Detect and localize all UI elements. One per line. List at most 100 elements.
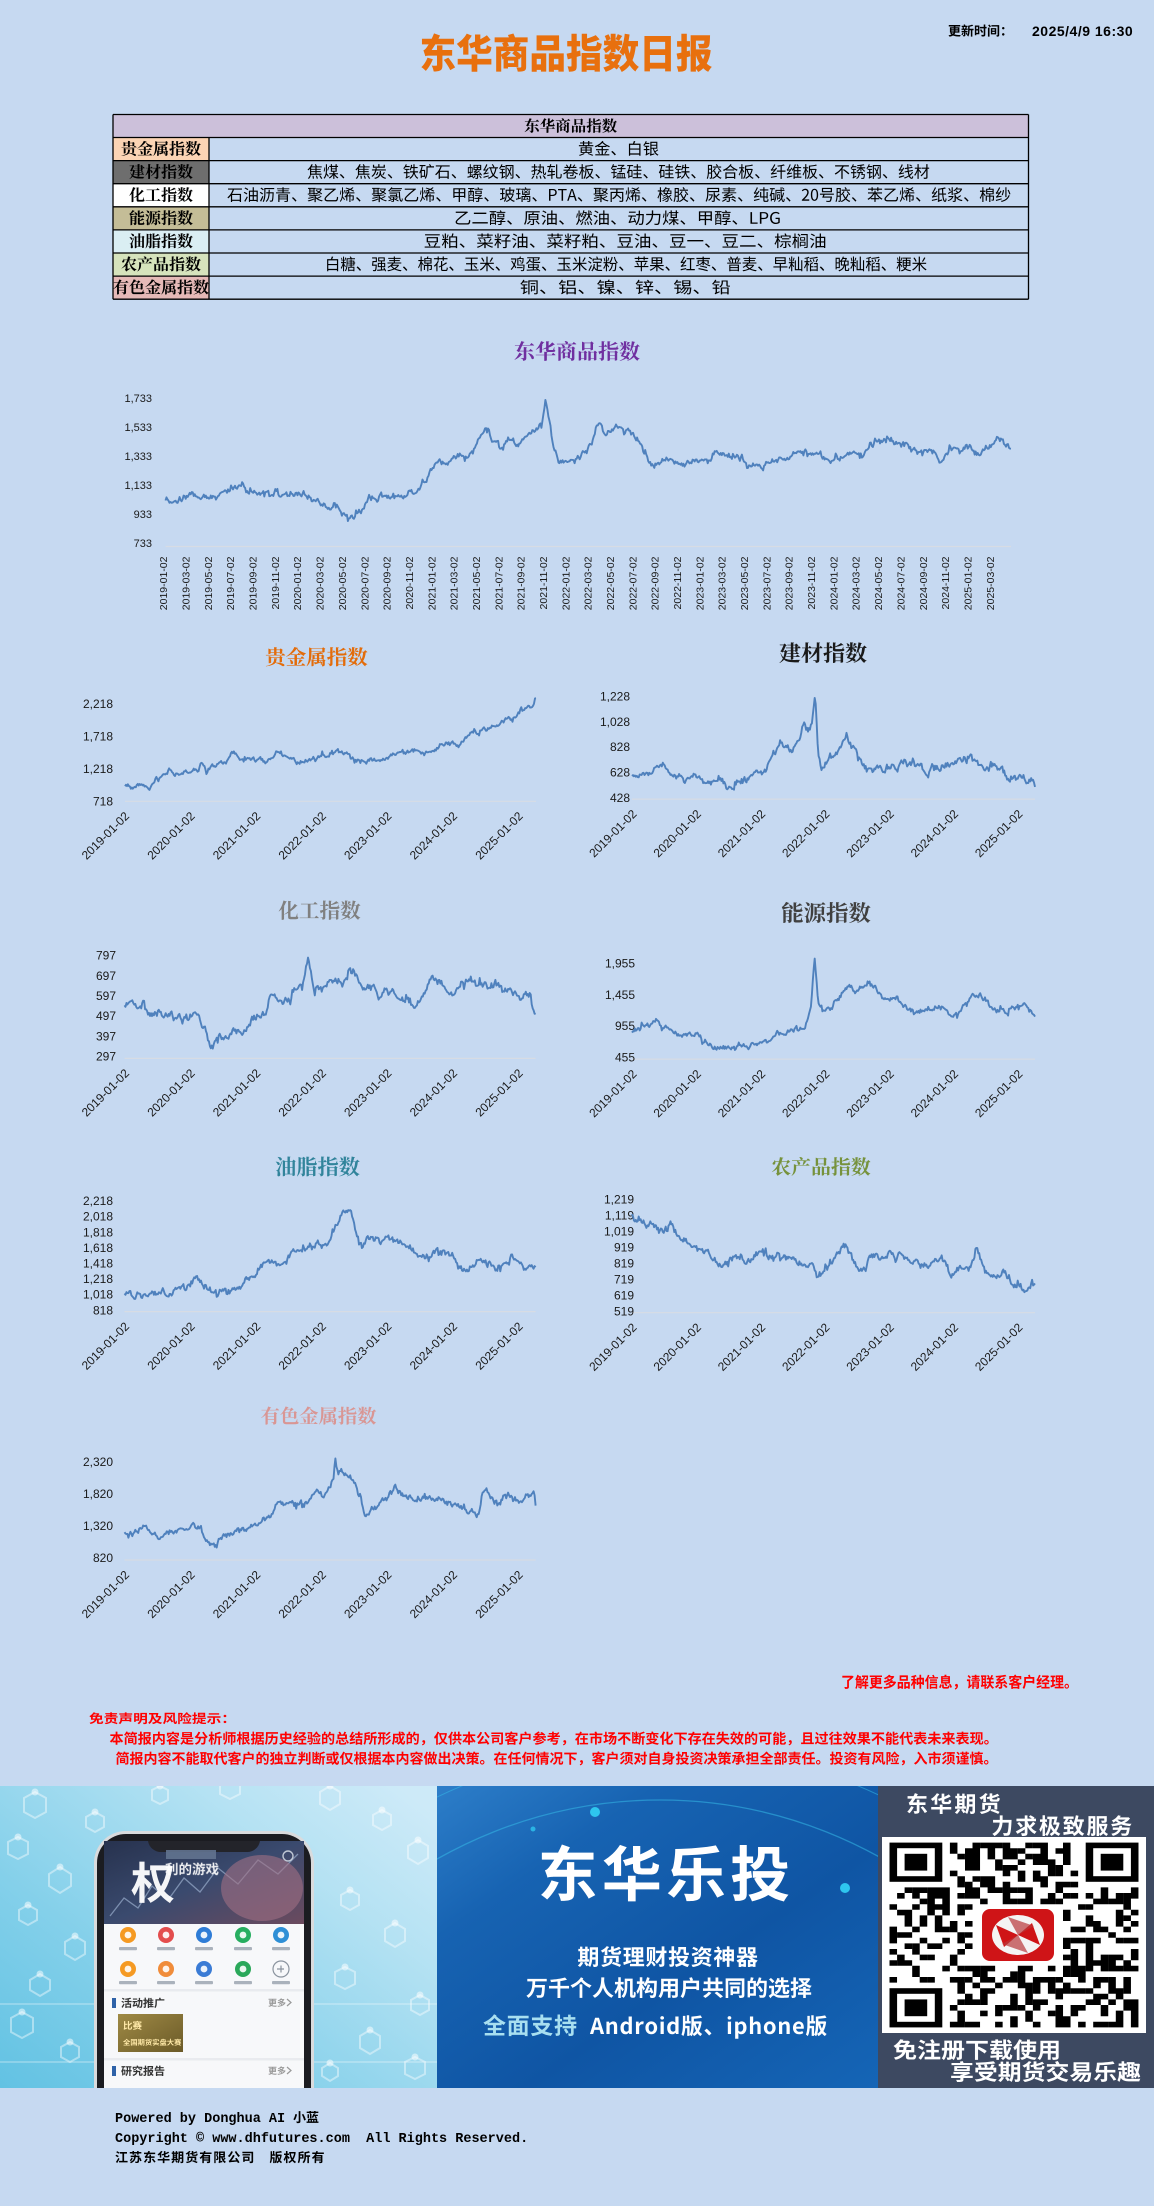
svg-text:2022-05-02: 2022-05-02 xyxy=(605,556,617,610)
svg-text:2021-01-02: 2021-01-02 xyxy=(715,1067,769,1121)
svg-text:1,018: 1,018 xyxy=(83,1288,113,1302)
svg-text:2019-01-02: 2019-01-02 xyxy=(79,1319,133,1373)
svg-text:919: 919 xyxy=(614,1240,634,1254)
svg-text:2021-07-02: 2021-07-02 xyxy=(493,556,505,610)
svg-text:2020-03-02: 2020-03-02 xyxy=(315,556,327,610)
svg-text:2019-01-02: 2019-01-02 xyxy=(158,556,170,610)
svg-text:2023-01-02: 2023-01-02 xyxy=(341,1066,395,1120)
svg-text:519: 519 xyxy=(614,1304,634,1318)
svg-text:1,019: 1,019 xyxy=(604,1224,634,1238)
svg-text:2023-07-02: 2023-07-02 xyxy=(761,556,773,610)
svg-text:2025-01-02: 2025-01-02 xyxy=(472,809,526,863)
svg-text:2023-01-02: 2023-01-02 xyxy=(341,1567,395,1621)
svg-text:2020-01-02: 2020-01-02 xyxy=(651,1320,705,1374)
svg-text:2025-01-02: 2025-01-02 xyxy=(972,807,1026,861)
svg-text:2022-01-02: 2022-01-02 xyxy=(779,807,833,861)
svg-text:2019-05-02: 2019-05-02 xyxy=(203,556,215,610)
svg-text:2,218: 2,218 xyxy=(83,1194,113,1208)
svg-text:2019-01-02: 2019-01-02 xyxy=(79,809,133,863)
svg-text:1,533: 1,533 xyxy=(124,422,152,434)
svg-text:2024-07-02: 2024-07-02 xyxy=(895,556,907,610)
svg-text:2,018: 2,018 xyxy=(83,1210,113,1224)
svg-text:2020-01-02: 2020-01-02 xyxy=(144,1319,198,1373)
svg-text:1,133: 1,133 xyxy=(124,480,152,492)
svg-text:2023-01-02: 2023-01-02 xyxy=(844,807,898,861)
svg-text:2024-01-02: 2024-01-02 xyxy=(407,1066,461,1120)
svg-text:297: 297 xyxy=(96,1050,116,1064)
svg-text:2020-01-02: 2020-01-02 xyxy=(144,1066,198,1120)
svg-text:2020-01-02: 2020-01-02 xyxy=(144,1567,198,1621)
svg-text:2025-01-02: 2025-01-02 xyxy=(472,1567,526,1621)
svg-text:2022-03-02: 2022-03-02 xyxy=(583,556,595,610)
svg-text:2024-01-02: 2024-01-02 xyxy=(908,807,962,861)
svg-text:1,718: 1,718 xyxy=(83,730,113,744)
svg-text:2024-11-02: 2024-11-02 xyxy=(940,556,952,609)
svg-text:2023-01-02: 2023-01-02 xyxy=(341,1319,395,1373)
svg-text:2021-05-02: 2021-05-02 xyxy=(471,556,483,610)
svg-text:818: 818 xyxy=(93,1303,113,1317)
svg-text:1,455: 1,455 xyxy=(605,988,635,1002)
svg-text:1,333: 1,333 xyxy=(124,451,152,463)
svg-text:2020-11-02: 2020-11-02 xyxy=(404,556,416,609)
svg-text:1,818: 1,818 xyxy=(83,1225,113,1239)
svg-text:2019-09-02: 2019-09-02 xyxy=(248,556,260,610)
svg-text:2022-01-02: 2022-01-02 xyxy=(276,809,330,863)
svg-text:2023-03-02: 2023-03-02 xyxy=(717,556,729,610)
svg-text:2025-03-02: 2025-03-02 xyxy=(985,556,997,610)
svg-text:2023-01-02: 2023-01-02 xyxy=(341,809,395,863)
svg-text:2021-01-02: 2021-01-02 xyxy=(426,556,438,610)
svg-text:2024-05-02: 2024-05-02 xyxy=(873,556,885,610)
svg-text:619: 619 xyxy=(614,1288,634,1302)
svg-text:933: 933 xyxy=(134,509,152,521)
svg-text:1,218: 1,218 xyxy=(83,1272,113,1286)
svg-text:2023-09-02: 2023-09-02 xyxy=(784,556,796,610)
svg-text:1,418: 1,418 xyxy=(83,1257,113,1271)
svg-text:2020-05-02: 2020-05-02 xyxy=(337,556,349,610)
svg-text:2023-01-02: 2023-01-02 xyxy=(694,556,706,610)
svg-text:697: 697 xyxy=(96,969,116,983)
svg-text:2021-01-02: 2021-01-02 xyxy=(210,1567,264,1621)
svg-text:2025/4/9 16:30: 2025/4/9 16:30 xyxy=(1032,23,1133,39)
svg-text:2022-01-02: 2022-01-02 xyxy=(276,1567,330,1621)
svg-text:2025-01-02: 2025-01-02 xyxy=(972,1320,1026,1374)
svg-text:955: 955 xyxy=(615,1019,635,1033)
svg-text:2024-01-02: 2024-01-02 xyxy=(908,1067,962,1121)
svg-text:Copyright © www.dhfutures.com: Copyright © www.dhfutures.com All Rights… xyxy=(115,2132,528,2147)
svg-text:718: 718 xyxy=(93,795,113,809)
svg-text:1,820: 1,820 xyxy=(83,1487,113,1501)
svg-text:2021-01-02: 2021-01-02 xyxy=(715,807,769,861)
svg-text:2024-01-02: 2024-01-02 xyxy=(407,809,461,863)
svg-text:2019-07-02: 2019-07-02 xyxy=(225,556,237,610)
svg-text:1,733: 1,733 xyxy=(124,393,152,405)
svg-text:2019-01-02: 2019-01-02 xyxy=(79,1567,133,1621)
svg-text:2023-01-02: 2023-01-02 xyxy=(844,1067,898,1121)
svg-text:2021-01-02: 2021-01-02 xyxy=(715,1320,769,1374)
svg-text:2019-01-02: 2019-01-02 xyxy=(586,1067,640,1121)
svg-text:828: 828 xyxy=(610,740,630,754)
svg-text:1,228: 1,228 xyxy=(600,689,630,703)
svg-text:597: 597 xyxy=(96,989,116,1003)
svg-text:2025-01-02: 2025-01-02 xyxy=(972,1067,1026,1121)
svg-text:2022-01-02: 2022-01-02 xyxy=(276,1066,330,1120)
svg-text:2024-09-02: 2024-09-02 xyxy=(918,556,930,610)
svg-text:455: 455 xyxy=(615,1050,635,1064)
svg-text:2024-01-02: 2024-01-02 xyxy=(828,556,840,610)
svg-text:2025-01-02: 2025-01-02 xyxy=(472,1319,526,1373)
svg-text:2020-07-02: 2020-07-02 xyxy=(359,556,371,610)
svg-text:2020-01-02: 2020-01-02 xyxy=(144,809,198,863)
svg-text:2020-09-02: 2020-09-02 xyxy=(382,556,394,610)
svg-text:819: 819 xyxy=(614,1256,634,1270)
svg-text:2024-01-02: 2024-01-02 xyxy=(407,1567,461,1621)
svg-text:2022-07-02: 2022-07-02 xyxy=(627,556,639,610)
svg-text:Powered by Donghua AI: Powered by Donghua AI xyxy=(115,2112,285,2127)
svg-text:2019-01-02: 2019-01-02 xyxy=(586,807,640,861)
svg-text:2024-03-02: 2024-03-02 xyxy=(851,556,863,610)
svg-text:397: 397 xyxy=(96,1029,116,1043)
svg-text:2022-01-02: 2022-01-02 xyxy=(276,1319,330,1373)
svg-text:719: 719 xyxy=(614,1272,634,1286)
svg-text:2022-11-02: 2022-11-02 xyxy=(672,556,684,609)
svg-text:2021-11-02: 2021-11-02 xyxy=(538,556,550,609)
svg-text:733: 733 xyxy=(134,538,152,550)
svg-text:2023-01-02: 2023-01-02 xyxy=(844,1320,898,1374)
svg-text:1,320: 1,320 xyxy=(83,1519,113,1533)
